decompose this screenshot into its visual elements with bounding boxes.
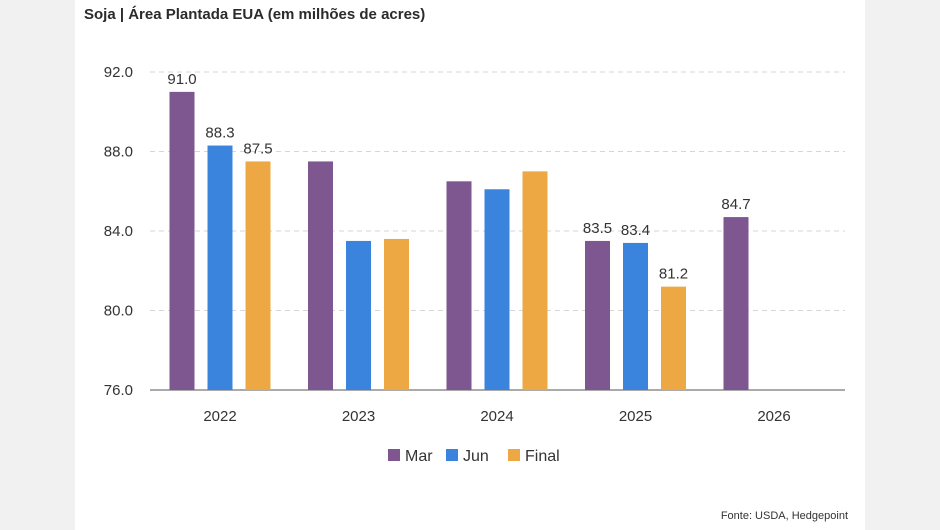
bar-mar-2026 xyxy=(723,217,749,390)
bar-mar-2022 xyxy=(169,91,195,390)
bar-mar-2023 xyxy=(308,161,333,390)
legend-label-mar: Mar xyxy=(405,448,433,465)
data-label: 88.3 xyxy=(205,125,234,142)
source-note: Fonte: USDA, Hedgepoint xyxy=(720,510,848,522)
bar-jun-2022 xyxy=(207,145,233,390)
data-label: 83.4 xyxy=(621,222,650,239)
y-tick-label: 84.0 xyxy=(104,223,133,240)
bar-final-2024 xyxy=(522,171,548,390)
data-label: 91.0 xyxy=(167,71,196,88)
legend-label-final: Final xyxy=(525,448,560,465)
data-label: 81.2 xyxy=(659,266,688,283)
y-tick-label: 92.0 xyxy=(104,64,133,81)
x-tick-label: 2022 xyxy=(203,408,236,425)
bar-mar-2024 xyxy=(446,181,472,390)
data-label: 83.5 xyxy=(583,220,612,237)
legend-swatch-final xyxy=(508,449,520,461)
y-tick-label: 80.0 xyxy=(104,303,133,320)
x-tick-label: 2025 xyxy=(619,408,652,425)
x-tick-label: 2026 xyxy=(757,408,790,425)
bar-final-2023 xyxy=(384,238,409,390)
chart-title: Soja | Área Plantada EUA (em milhões de … xyxy=(84,6,426,23)
bar-mar-2025 xyxy=(585,240,610,390)
data-label: 84.7 xyxy=(721,196,750,213)
x-tick-label: 2024 xyxy=(480,408,513,425)
x-tick-label: 2023 xyxy=(342,408,375,425)
bar-final-2022 xyxy=(245,161,271,390)
data-label: 87.5 xyxy=(243,140,272,157)
bar-final-2025 xyxy=(661,286,686,390)
bar-jun-2025 xyxy=(623,242,648,390)
legend-label-jun: Jun xyxy=(463,448,489,465)
bar-jun-2024 xyxy=(484,189,510,390)
legend-swatch-mar xyxy=(388,449,400,461)
y-tick-label: 88.0 xyxy=(104,144,133,161)
legend-swatch-jun xyxy=(446,449,458,461)
bar-jun-2023 xyxy=(346,240,371,390)
y-tick-label: 76.0 xyxy=(104,382,133,399)
